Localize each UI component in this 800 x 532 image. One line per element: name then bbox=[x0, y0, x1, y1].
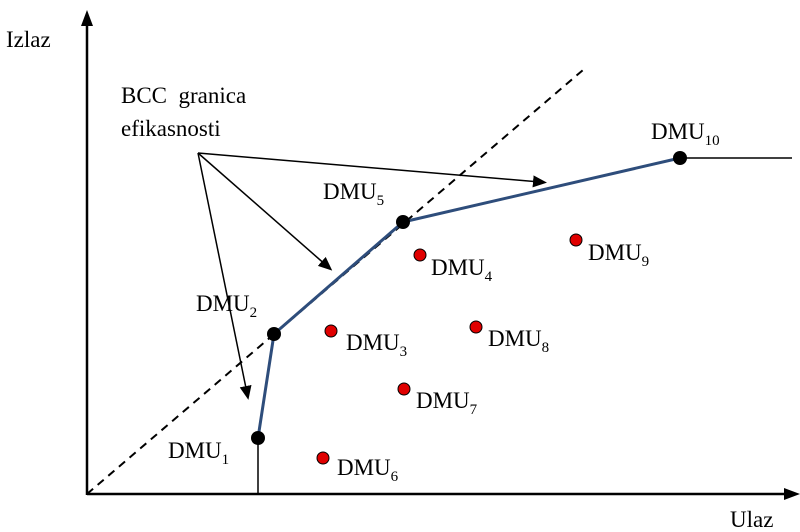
dmu6-label: DMU6 bbox=[337, 455, 399, 485]
dmu8-point bbox=[469, 320, 483, 334]
dmu5-label: DMU5 bbox=[323, 179, 384, 209]
y-axis-label: Izlaz bbox=[6, 27, 51, 52]
annotation-arrow-dmu1 bbox=[197, 152, 252, 400]
annotation-arrow-dmu5 bbox=[197, 152, 333, 271]
dmu1-label: DMU1 bbox=[168, 438, 229, 468]
dmu4-label: DMU4 bbox=[431, 255, 493, 285]
x-axis-arrowhead bbox=[784, 488, 800, 500]
y-axis-arrowhead bbox=[81, 10, 93, 26]
dmu9-point bbox=[569, 233, 583, 247]
dmu7-point bbox=[397, 382, 411, 396]
dmu9-label: DMU9 bbox=[588, 240, 649, 270]
dmu2-point bbox=[267, 327, 281, 341]
dmu6-point bbox=[316, 451, 330, 465]
dmu7-label: DMU7 bbox=[416, 388, 478, 418]
dmu1-point bbox=[251, 431, 265, 445]
dmu2-label: DMU2 bbox=[196, 291, 257, 321]
bcc-frontier-line bbox=[256, 156, 681, 439]
annotation-line-1: BCC granica bbox=[121, 83, 246, 108]
dmu8-label: DMU8 bbox=[488, 326, 549, 356]
dmu4-point bbox=[413, 248, 427, 262]
dmu5-point bbox=[396, 215, 410, 229]
x-axis-label: Ulaz bbox=[730, 507, 773, 532]
dmu3-label: DMU3 bbox=[346, 330, 407, 360]
dmu10-point bbox=[673, 151, 687, 165]
dmu10-label: DMU10 bbox=[651, 119, 720, 149]
annotation-line-2: efikasnosti bbox=[121, 116, 221, 141]
annotation-arrow-dmu10 bbox=[197, 152, 547, 188]
dmu3-point bbox=[324, 324, 338, 338]
